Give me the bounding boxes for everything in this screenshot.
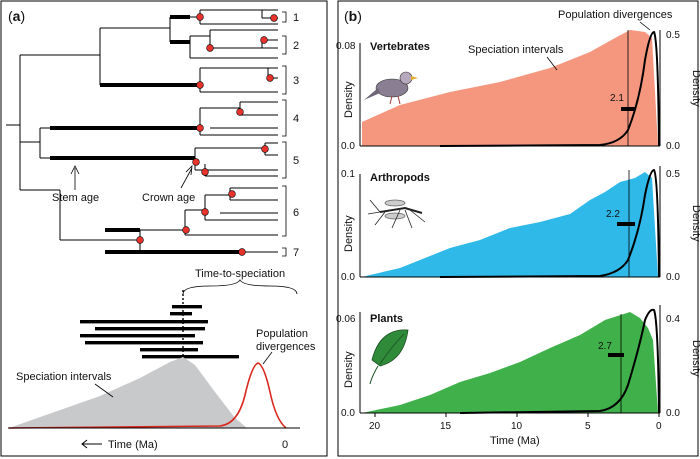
clade-brackets: [282, 11, 287, 257]
phylogeny-tree: [6, 9, 278, 253]
vertebrates-right-tick-top: 0.5: [666, 30, 680, 41]
crown-age-label: Crown age: [142, 192, 195, 204]
panel-b-frame: [337, 0, 699, 457]
plants-median-label: 2.7: [598, 341, 612, 352]
x-tick-15: 15: [440, 421, 452, 432]
crown-nodes: [136, 13, 278, 256]
vertebrates-right-tick-bottom: 0.0: [666, 141, 680, 152]
mosquito-icon: [367, 199, 426, 229]
plants-right-tick-top: 0.4: [666, 314, 680, 325]
vertebrates-median-label: 2.1: [610, 93, 624, 104]
clade-number-6: 6: [293, 207, 299, 219]
x-tick-5: 5: [585, 421, 591, 432]
clade-number-5: 5: [293, 155, 299, 167]
arthropods-right-tick-top: 0.5: [666, 169, 680, 180]
vertebrates-speciation-density: [362, 30, 658, 146]
clade-number-4: 4: [293, 113, 299, 125]
time-axis-zero: 0: [282, 439, 288, 451]
arthropods-right-tick-bottom: 0.0: [666, 272, 680, 283]
stem-age-label: Stem age: [52, 192, 99, 204]
vertebrates-title: Vertebrates: [370, 41, 430, 53]
arthropods-population-curve: [439, 168, 660, 278]
plants-y-label-left: Density: [343, 351, 355, 388]
plants-right-tick-bottom: 0.0: [666, 408, 680, 419]
speciation-interval-distribution: [9, 357, 247, 428]
panel-b-x-axis-label: Time (Ma): [490, 435, 540, 447]
arthropods-title: Arthropods: [370, 172, 430, 184]
arthropods-left-tick-bottom: 0.0: [341, 272, 355, 283]
arthropods-speciation-density: [362, 172, 658, 277]
plants-speciation-density: [362, 312, 658, 413]
crown-age-arrow: [180, 167, 193, 189]
arthropods-median-marker: [617, 222, 635, 226]
speciation-intervals-label: Speciation intervals: [16, 371, 112, 383]
clade-number-3: 3: [293, 75, 299, 87]
vertebrates-y-label-right: Density: [690, 70, 700, 107]
clade-numbers: 1 2 3 4 5 6 7: [293, 12, 299, 259]
leaf-icon: [369, 329, 409, 385]
panel-b: (b) Population divergences 2.1 Vertebrat…: [336, 0, 700, 457]
x-tick-20: 20: [369, 421, 381, 432]
time-to-speciation-label: Time-to-speciation: [195, 268, 285, 280]
time-axis-label: Time (Ma): [108, 439, 158, 451]
clade-number-1: 1: [293, 12, 299, 24]
panel-a-frame: [0, 0, 328, 457]
arthropods-subpanel: 2.2 Arthropods 0.1 0.0 0.5 0.0 Density D…: [341, 166, 700, 283]
plants-population-curve: [459, 308, 660, 414]
vertebrates-left-tick-top: 0.08: [336, 41, 356, 52]
time-to-speciation-brace: [182, 279, 298, 295]
vertebrates-population-curve: [439, 30, 660, 147]
stem-branches: [50, 15, 240, 254]
population-divergence-curve: [8, 362, 287, 429]
population-divergences-label-1: Population: [256, 328, 308, 340]
panel-b-label: (b): [344, 8, 362, 24]
clade-number-2: 2: [293, 40, 299, 52]
population-divergences-header: Population divergences: [558, 9, 673, 21]
speciation-bars: [80, 305, 239, 359]
plants-title: Plants: [370, 313, 403, 325]
plants-left-tick-bottom: 0.0: [341, 408, 355, 419]
x-tick-10: 10: [511, 421, 523, 432]
speciation-intervals-header: Speciation intervals: [468, 44, 564, 56]
vertebrates-subpanel: 2.1 Vertebrates Speciation intervals 0.0…: [336, 30, 700, 152]
arthropods-median-label: 2.2: [606, 209, 620, 220]
age-annotations: Stem age Crown age: [52, 164, 195, 204]
bird-icon: [364, 71, 418, 105]
vertebrates-left-tick-bottom: 0.0: [341, 141, 355, 152]
clade-number-7: 7: [293, 247, 299, 259]
panel-b-x-axis: 20 15 10 5 0 Time (Ma): [369, 413, 662, 447]
arthropods-y-label-right: Density: [690, 205, 700, 242]
x-tick-0: 0: [656, 421, 662, 432]
vertebrates-y-label-left: Density: [343, 81, 355, 118]
plants-median-marker: [608, 353, 624, 357]
plants-subpanel: 2.7 Plants 0.06 0.0 0.4 0.0 Density Dens…: [336, 305, 700, 419]
panel-a: (a): [0, 0, 328, 457]
plants-y-label-right: Density: [690, 340, 700, 377]
arthropods-y-label-left: Density: [343, 215, 355, 252]
vertebrates-median-marker: [621, 107, 635, 111]
arthropods-left-tick-top: 0.1: [341, 169, 355, 180]
plants-left-tick-top: 0.06: [336, 314, 356, 325]
panel-a-label: (a): [8, 8, 25, 24]
population-divergences-label-2: divergences: [256, 341, 316, 353]
